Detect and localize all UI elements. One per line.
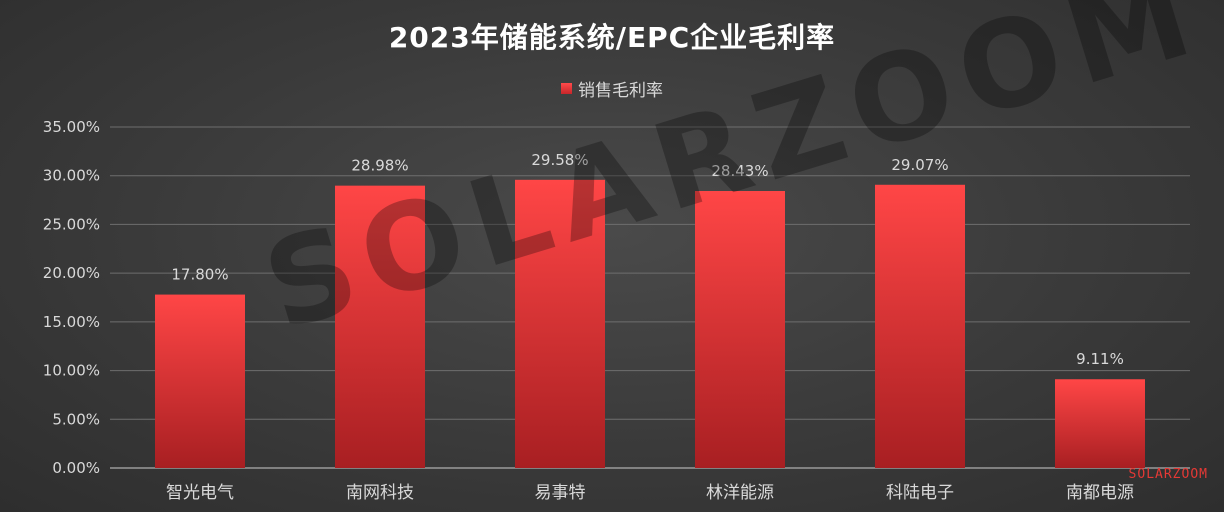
x-tick-label: 易事特: [535, 483, 586, 503]
legend: 销售毛利率: [0, 76, 1224, 101]
chart-title: 2023年储能系统/EPC企业毛利率: [388, 21, 836, 54]
bar: [515, 179, 605, 469]
data-label: 17.80%: [171, 266, 228, 284]
x-tick-label: 科陆电子: [886, 483, 954, 503]
x-tick-label: 南都电源: [1066, 483, 1134, 503]
legend-label: 销售毛利率: [578, 81, 663, 101]
data-label: 28.43%: [711, 162, 768, 180]
y-tick-label: 0.00%: [52, 459, 100, 477]
data-labels: 17.80% 28.98% 29.58% 28.43% 29.07% 9.11%: [171, 151, 1123, 368]
bar: [875, 184, 965, 468]
bars: [155, 179, 1145, 469]
bar: [1055, 379, 1145, 468]
y-tick-label: 15.00%: [43, 313, 100, 331]
x-tick-label: 智光电气: [166, 483, 234, 503]
y-tick-label: 35.00%: [43, 118, 100, 136]
x-axis-tick-labels: 智光电气 南网科技 易事特 林洋能源 科陆电子 南都电源: [166, 483, 1134, 503]
data-label: 29.58%: [531, 151, 588, 169]
y-tick-label: 20.00%: [43, 264, 100, 282]
bar: [155, 294, 245, 468]
legend-swatch: [561, 83, 572, 94]
corner-logo-text: SOLARZOOM: [1128, 467, 1208, 482]
y-tick-label: 25.00%: [43, 215, 100, 233]
x-tick-label: 林洋能源: [706, 483, 774, 503]
grid-lines: [110, 126, 1190, 469]
bar: [695, 191, 785, 469]
data-label: 28.98%: [351, 157, 408, 175]
y-axis-tick-labels: 0.00% 5.00% 10.00% 15.00% 20.00% 25.00% 30.00%…: [43, 118, 100, 477]
y-tick-label: 30.00%: [43, 167, 100, 185]
bar: [335, 185, 425, 469]
y-tick-label: 5.00%: [52, 410, 100, 428]
data-label: 29.07%: [891, 156, 948, 174]
data-label: 9.11%: [1076, 350, 1124, 368]
x-tick-label: 南网科技: [346, 483, 414, 503]
y-tick-label: 10.00%: [43, 362, 100, 380]
